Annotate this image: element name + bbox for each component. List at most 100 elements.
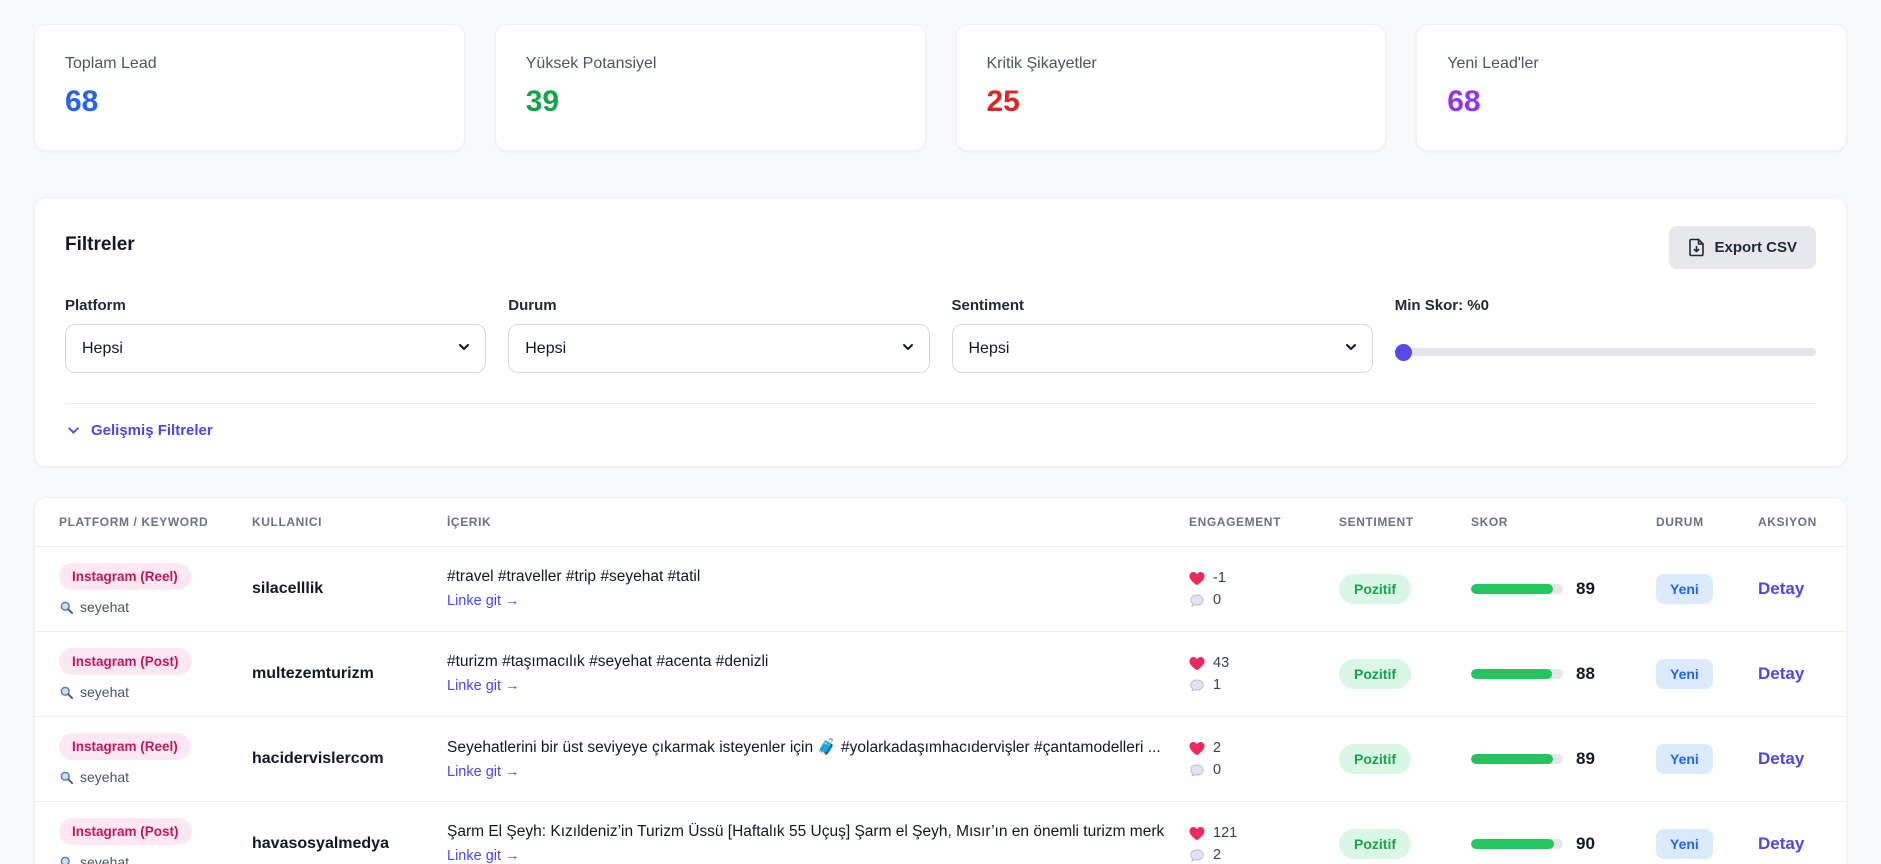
username: hacidervislercom	[240, 716, 435, 802]
comments-count: 2	[1213, 847, 1222, 863]
detay-link[interactable]: Detay	[1758, 834, 1805, 853]
likes-count: 43	[1213, 655, 1230, 671]
export-csv-label: Export CSV	[1714, 239, 1797, 256]
filter-field-platform: Platform Hepsi	[65, 297, 487, 373]
comment-icon	[1189, 678, 1205, 693]
post-content: #turizm #taşımacılık #seyehat #acenta #d…	[447, 653, 769, 670]
search-icon	[59, 685, 74, 700]
filters-title: Filtreler	[65, 234, 135, 255]
stat-card-yeni-leadler: Yeni Lead'ler 68	[1416, 24, 1847, 151]
col-header-aksiyon: AKSIYON	[1746, 498, 1846, 547]
stat-label: Toplam Lead	[65, 55, 157, 72]
likes: -1	[1189, 570, 1315, 586]
filter-field-min-skor: Min Skor: %0	[1394, 297, 1816, 373]
username: havasosyalmedya	[240, 801, 435, 864]
likes-count: -1	[1213, 570, 1226, 586]
linke-git-link[interactable]: Linke git →	[447, 848, 520, 864]
chevron-down-icon	[65, 422, 82, 439]
score: 90	[1471, 834, 1632, 854]
comments: 2	[1189, 847, 1315, 863]
sentiment-select[interactable]: Hepsi	[951, 324, 1373, 373]
stat-card-kritik-sikayetler: Kritik Şikayetler 25	[955, 24, 1387, 151]
detay-link[interactable]: Detay	[1758, 579, 1805, 598]
sentiment-badge: Pozitif	[1339, 659, 1411, 689]
filters-grid: Platform Hepsi Durum Hepsi	[65, 297, 1816, 373]
score: 88	[1471, 664, 1632, 684]
stats-row: Toplam Lead 68 Yüksek Potansiyel 39 Krit…	[34, 24, 1847, 151]
stat-value: 39	[525, 85, 560, 118]
table-row: Instagram (Reel) seyehat hacidervislerco…	[35, 716, 1846, 802]
score-bar-fill	[1471, 754, 1553, 764]
platform-label: Platform	[65, 297, 126, 314]
keyword: seyehat	[59, 684, 228, 700]
stat-value: 25	[986, 85, 1020, 118]
stat-card-toplam-lead: Toplam Lead 68	[34, 24, 465, 151]
score-value: 90	[1576, 834, 1595, 853]
advanced-filters-label: Gelişmiş Filtreler	[91, 422, 213, 439]
table-header-row: PLATFORM / KEYWORD KULLANICI İÇERIK ENGA…	[35, 498, 1846, 547]
score-bar-fill	[1471, 669, 1552, 679]
score: 89	[1471, 749, 1632, 769]
min-skor-label: Min Skor: %0	[1394, 297, 1489, 314]
keyword: seyehat	[59, 854, 228, 864]
comments-count: 0	[1213, 592, 1222, 608]
platform-select[interactable]: Hepsi	[65, 324, 487, 373]
leads-table-card: PLATFORM / KEYWORD KULLANICI İÇERIK ENGA…	[34, 497, 1847, 864]
col-header-kullanici: KULLANICI	[240, 498, 435, 547]
col-header-skor: SKOR	[1459, 498, 1644, 547]
username: silacelllik	[240, 546, 435, 632]
stat-value: 68	[65, 85, 99, 118]
table-row: Instagram (Reel) seyehat silacelllik #tr…	[35, 546, 1846, 632]
score-bar	[1471, 669, 1563, 679]
comments: 0	[1189, 592, 1315, 608]
heart-icon	[1189, 571, 1205, 586]
linke-git-link[interactable]: Linke git →	[447, 763, 520, 780]
filters-divider	[65, 403, 1816, 404]
sentiment-badge: Pozitif	[1339, 744, 1411, 774]
stat-label: Yüksek Potansiyel	[525, 55, 657, 72]
likes-count: 2	[1213, 740, 1222, 756]
detay-link[interactable]: Detay	[1758, 664, 1805, 683]
score-bar	[1471, 754, 1563, 764]
likes: 43	[1189, 655, 1315, 671]
status-badge: Yeni	[1656, 659, 1713, 689]
table-row: Instagram (Post) seyehat havasosyalmedya…	[35, 801, 1846, 864]
score: 89	[1471, 579, 1632, 599]
advanced-filters-toggle[interactable]: Gelişmiş Filtreler	[65, 422, 213, 439]
col-header-icerik: İÇERIK	[435, 498, 1177, 547]
likes: 2	[1189, 740, 1315, 756]
score-bar-fill	[1471, 839, 1554, 849]
score-value: 88	[1576, 664, 1595, 683]
min-skor-slider[interactable]	[1394, 348, 1816, 356]
keyword: seyehat	[59, 599, 228, 615]
file-download-icon	[1688, 238, 1705, 257]
filters-header: Filtreler Export CSV	[65, 226, 1816, 269]
comments: 1	[1189, 677, 1315, 693]
col-header-sentiment: SENTIMENT	[1327, 498, 1459, 547]
likes: 121	[1189, 825, 1315, 841]
heart-icon	[1189, 741, 1205, 756]
export-csv-button[interactable]: Export CSV	[1669, 226, 1816, 269]
durum-select[interactable]: Hepsi	[508, 324, 930, 373]
stat-card-yuksek-potansiyel: Yüksek Potansiyel 39	[494, 24, 926, 151]
linke-git-link[interactable]: Linke git →	[447, 593, 520, 609]
search-icon	[59, 770, 74, 785]
score-value: 89	[1576, 749, 1595, 768]
keyword: seyehat	[59, 769, 228, 785]
status-badge: Yeni	[1656, 829, 1713, 859]
post-content: Seyehatlerini bir üst seviyeye çıkarmak …	[447, 738, 1161, 756]
leads-table: PLATFORM / KEYWORD KULLANICI İÇERIK ENGA…	[35, 498, 1846, 864]
linke-git-link[interactable]: Linke git →	[447, 678, 520, 694]
comments-count: 0	[1213, 762, 1222, 778]
comments: 0	[1189, 762, 1315, 778]
filter-field-durum: Durum Hepsi	[508, 297, 930, 373]
platform-badge: Instagram (Post)	[59, 818, 192, 845]
comment-icon	[1189, 848, 1205, 863]
keyword-label: seyehat	[80, 854, 130, 864]
durum-label: Durum	[508, 297, 557, 314]
sentiment-badge: Pozitif	[1339, 829, 1411, 859]
score-bar	[1471, 839, 1563, 849]
platform-badge: Instagram (Reel)	[59, 563, 191, 590]
post-content: Şarm El Şeyh: Kızıldeniz’in Turizm Üssü …	[447, 823, 1165, 840]
detay-link[interactable]: Detay	[1758, 749, 1805, 768]
